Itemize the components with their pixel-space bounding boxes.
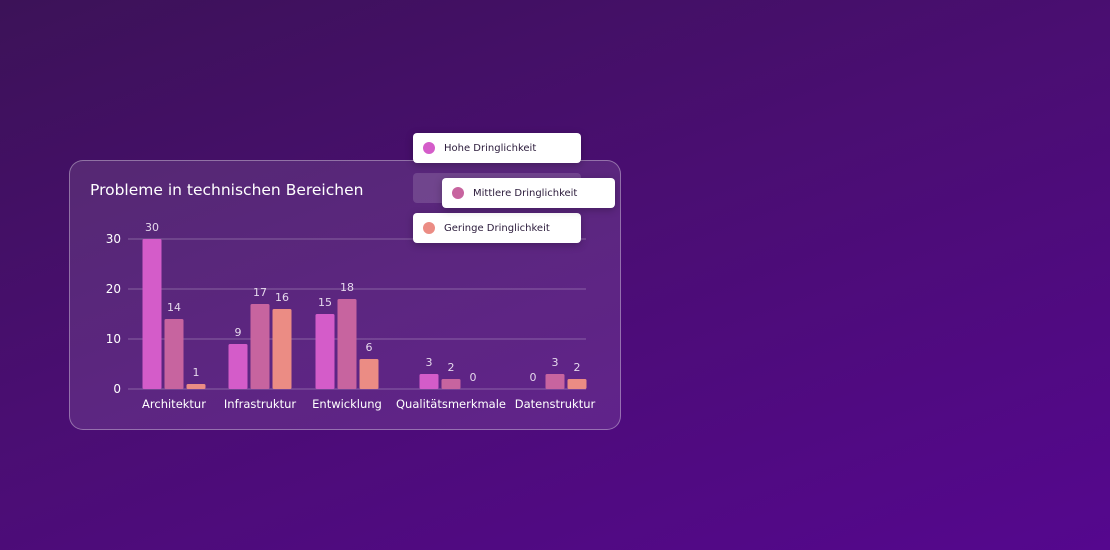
data-label-architektur-s1: 14 bbox=[167, 301, 181, 314]
data-label-infrastruktur-s2: 16 bbox=[275, 291, 289, 304]
bar-datenstruktur-s2 bbox=[567, 379, 587, 389]
x-tick-label-datenstruktur: Datenstruktur bbox=[515, 397, 596, 411]
bar-infrastruktur-s0 bbox=[228, 344, 248, 389]
data-label-qualitaetsmerkmale-s1: 2 bbox=[448, 361, 455, 374]
bar-architektur-s1 bbox=[164, 319, 184, 389]
x-tick-label-architektur: Architektur bbox=[142, 397, 206, 411]
data-label-architektur-s2: 1 bbox=[193, 366, 200, 379]
data-label-datenstruktur-s0: 0 bbox=[530, 371, 537, 384]
bar-infrastruktur-s2 bbox=[272, 309, 292, 389]
legend-dot-high bbox=[423, 142, 435, 154]
data-label-datenstruktur-s2: 2 bbox=[574, 361, 581, 374]
data-label-architektur-s0: 30 bbox=[145, 221, 159, 234]
bar-entwicklung-s1 bbox=[337, 299, 357, 389]
data-label-qualitaetsmerkmale-s0: 3 bbox=[426, 356, 433, 369]
data-label-entwicklung-s1: 18 bbox=[340, 281, 354, 294]
legend-label-medium: Mittlere Dringlichkeit bbox=[473, 187, 578, 199]
legend-dot-low bbox=[423, 222, 435, 234]
bar-qualitaetsmerkmale-s0 bbox=[419, 374, 439, 389]
legend-item-low[interactable]: Geringe Dringlichkeit bbox=[413, 213, 581, 243]
legend-label-low: Geringe Dringlichkeit bbox=[444, 222, 550, 234]
y-tick-label-0: 0 bbox=[113, 382, 121, 396]
data-label-qualitaetsmerkmale-s2: 0 bbox=[470, 371, 477, 384]
x-tick-label-infrastruktur: Infrastruktur bbox=[224, 397, 296, 411]
bar-entwicklung-s0 bbox=[315, 314, 335, 389]
bar-infrastruktur-s1 bbox=[250, 304, 270, 389]
legend-label-high: Hohe Dringlichkeit bbox=[444, 142, 537, 154]
bar-datenstruktur-s1 bbox=[545, 374, 565, 389]
y-tick-label-10: 10 bbox=[106, 332, 121, 346]
x-tick-label-qualitaetsmerkmale: Qualitätsmerkmale bbox=[396, 397, 506, 411]
bar-entwicklung-s2 bbox=[359, 359, 379, 389]
data-label-infrastruktur-s1: 17 bbox=[253, 286, 267, 299]
bar-architektur-s2 bbox=[186, 384, 206, 389]
data-label-entwicklung-s2: 6 bbox=[366, 341, 373, 354]
data-label-entwicklung-s0: 15 bbox=[318, 296, 332, 309]
legend-item-medium[interactable]: Mittlere Dringlichkeit bbox=[442, 178, 615, 208]
bar-qualitaetsmerkmale-s1 bbox=[441, 379, 461, 389]
y-tick-label-30: 30 bbox=[106, 232, 121, 246]
data-label-datenstruktur-s1: 3 bbox=[552, 356, 559, 369]
y-tick-label-20: 20 bbox=[106, 282, 121, 296]
chart-title: Probleme in technischen Bereichen bbox=[90, 181, 364, 199]
legend-item-high[interactable]: Hohe Dringlichkeit bbox=[413, 133, 581, 163]
x-tick-label-entwicklung: Entwicklung bbox=[312, 397, 382, 411]
bar-architektur-s0 bbox=[142, 239, 162, 389]
legend-dot-medium bbox=[452, 187, 464, 199]
data-label-infrastruktur-s0: 9 bbox=[235, 326, 242, 339]
